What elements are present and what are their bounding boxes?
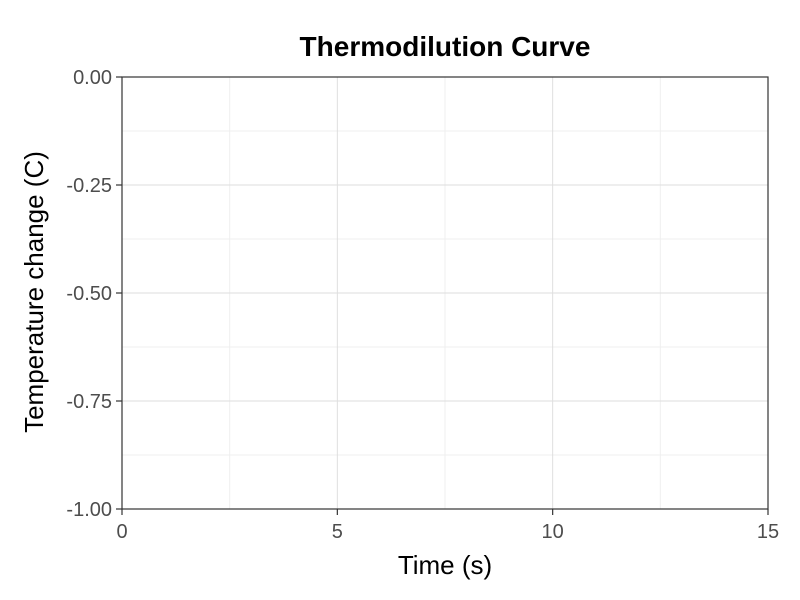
chart-title: Thermodilution Curve — [300, 31, 591, 62]
y-tick-label: 0.00 — [73, 67, 112, 89]
y-tick-label: -0.50 — [66, 283, 112, 305]
y-tick-label: -0.75 — [66, 391, 112, 413]
y-axis-label: Temperature change (C) — [19, 151, 49, 433]
x-axis: 0 5 10 15 — [116, 509, 779, 543]
y-tick-label: -1.00 — [66, 499, 112, 521]
y-tick-label: -0.25 — [66, 175, 112, 197]
y-axis: 0.00 -0.25 -0.50 -0.75 -1.00 — [66, 67, 122, 521]
x-tick-label: 5 — [332, 521, 343, 543]
x-tick-label: 10 — [542, 521, 564, 543]
x-tick-label: 0 — [116, 521, 127, 543]
minor-grid — [122, 77, 768, 509]
x-axis-label: Time (s) — [398, 550, 492, 580]
x-tick-label: 15 — [757, 521, 779, 543]
